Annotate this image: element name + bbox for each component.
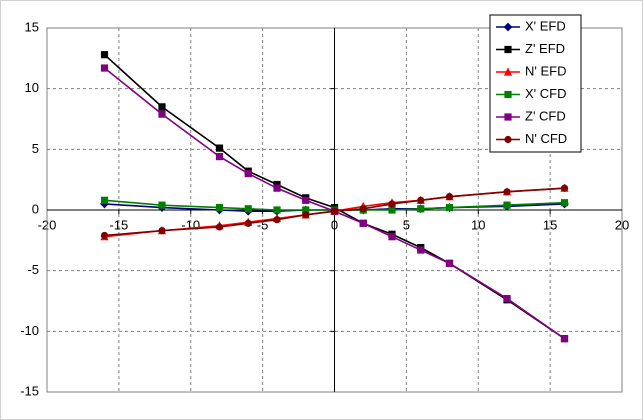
marker: [158, 201, 166, 209]
y-tick-label: 10: [25, 80, 39, 95]
marker: [302, 196, 310, 204]
marker: [417, 246, 425, 254]
y-tick-label: -10: [20, 323, 39, 338]
marker: [330, 207, 339, 215]
legend-label: N' EFD: [525, 63, 566, 78]
marker: [244, 219, 252, 227]
x-tick-label: 5: [403, 217, 410, 232]
marker: [273, 180, 281, 189]
marker: [244, 205, 252, 213]
x-tick-label: 10: [471, 217, 485, 232]
legend-label: Z' CFD: [525, 108, 566, 123]
marker: [560, 184, 569, 192]
marker: [503, 67, 513, 76]
marker: [504, 45, 512, 54]
marker: [445, 259, 454, 267]
marker: [388, 200, 396, 208]
y-tick-label: 5: [32, 141, 39, 156]
x-tick-label: -10: [181, 217, 200, 232]
marker: [158, 227, 166, 235]
marker: [100, 51, 109, 59]
marker: [504, 113, 512, 121]
marker: [359, 219, 367, 227]
marker: [244, 170, 252, 178]
marker: [359, 205, 367, 213]
marker: [417, 196, 425, 204]
y-tick-label: 15: [25, 19, 39, 34]
marker: [560, 335, 569, 343]
marker: [503, 201, 511, 209]
marker: [503, 22, 513, 32]
marker: [273, 206, 281, 214]
marker: [388, 206, 396, 214]
x-tick-label: -15: [109, 217, 128, 232]
marker: [215, 223, 224, 231]
marker: [273, 216, 281, 224]
legend-label: N' CFD: [525, 131, 567, 146]
y-tick-label: 0: [32, 201, 39, 216]
marker: [302, 211, 310, 219]
marker: [100, 196, 109, 204]
marker: [215, 203, 224, 212]
legend-label: X' CFD: [525, 86, 566, 101]
marker: [302, 206, 310, 214]
marker: [158, 103, 166, 111]
marker: [417, 205, 425, 213]
marker: [100, 64, 109, 72]
legend-box: [489, 14, 582, 153]
legend-label: Z' EFD: [525, 41, 565, 56]
marker: [215, 153, 224, 161]
marker: [445, 193, 454, 201]
marker: [215, 144, 224, 152]
marker: [504, 135, 512, 144]
x-tick-label: 15: [543, 217, 557, 232]
marker: [504, 90, 512, 99]
marker: [445, 203, 454, 212]
y-tick-label: -15: [20, 383, 39, 398]
marker: [503, 294, 511, 303]
marker: [100, 231, 109, 240]
y-tick-label: -5: [27, 262, 39, 277]
marker: [273, 184, 281, 192]
legend-label: X' EFD: [525, 18, 566, 33]
x-tick-label: -5: [257, 217, 269, 232]
marker: [158, 110, 166, 118]
marker: [388, 233, 396, 241]
legend: X' EFD Z' EFD N' EFD X' CFD Z' CFD N' CFD: [489, 14, 582, 153]
marker: [560, 199, 569, 207]
marker: [503, 188, 511, 196]
